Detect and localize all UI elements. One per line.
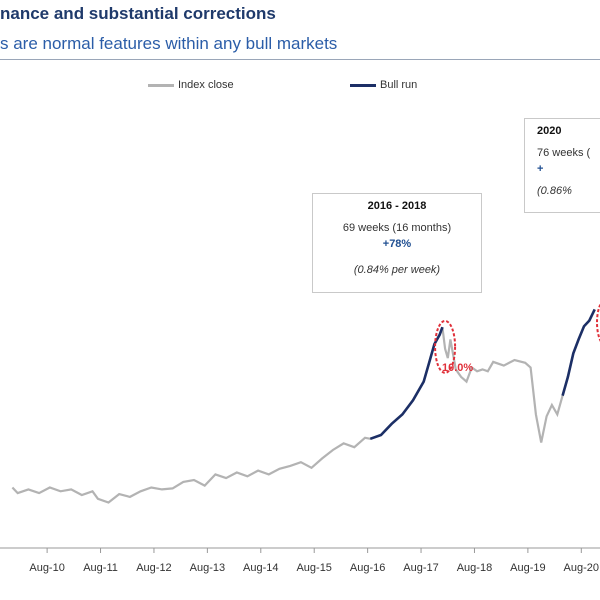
x-tick-label: Aug-13 bbox=[190, 562, 225, 574]
annotation-gain-2020: + bbox=[537, 163, 544, 175]
annotation-rate-2020: (0.86% bbox=[537, 185, 572, 197]
legend-swatch-bull-run bbox=[350, 83, 376, 87]
legend-label-bull-run: Bull run bbox=[380, 79, 418, 91]
legend-label-index-close: Index close bbox=[178, 79, 234, 91]
x-tick-label: Aug-20 bbox=[564, 562, 599, 574]
x-tick-label: Aug-17 bbox=[403, 562, 438, 574]
series-bull-run-line-2 bbox=[561, 308, 596, 396]
x-tick-label: Aug-15 bbox=[296, 562, 331, 574]
annotation-rate: (0.84% per week) bbox=[353, 264, 441, 276]
x-tick-label: Aug-10 bbox=[29, 562, 64, 574]
x-tick-label: Aug-18 bbox=[457, 562, 492, 574]
annotation-heading-2020: 2020 bbox=[537, 125, 562, 137]
x-tick-label: Aug-19 bbox=[510, 562, 545, 574]
x-tick-label: Aug-14 bbox=[243, 562, 278, 574]
annotation-box-2016-2018: 2016 - 2018 69 weeks (16 months) +78% (0… bbox=[312, 193, 482, 293]
legend-index-close: Index close bbox=[148, 76, 234, 94]
correction-marker-2018 bbox=[434, 319, 457, 374]
x-tick-label: Aug-11 bbox=[83, 562, 118, 574]
legend-bull-run: Bull run bbox=[350, 76, 417, 94]
annotation-duration-2020: 76 weeks ( bbox=[537, 147, 591, 159]
chart-subtitle: s are normal features within any bull ma… bbox=[0, 34, 338, 53]
header-divider bbox=[0, 59, 600, 60]
x-tick-label: Aug-16 bbox=[350, 562, 385, 574]
annotation-heading: 2016 - 2018 bbox=[367, 200, 427, 212]
legend-swatch-index-close bbox=[148, 83, 174, 87]
chart-title: nance and substantial corrections bbox=[0, 4, 276, 23]
annotation-gain: +78% bbox=[382, 238, 412, 250]
series-index-close-line bbox=[11, 308, 596, 504]
series-bull-run-line-1 bbox=[369, 326, 444, 441]
x-tick-label: Aug-12 bbox=[136, 562, 171, 574]
correction-label: 10.0% bbox=[442, 362, 474, 374]
annotation-duration: 69 weeks (16 months) bbox=[342, 222, 452, 234]
annotation-box-2020: 2020 76 weeks ( + (0.86% bbox=[524, 118, 600, 213]
